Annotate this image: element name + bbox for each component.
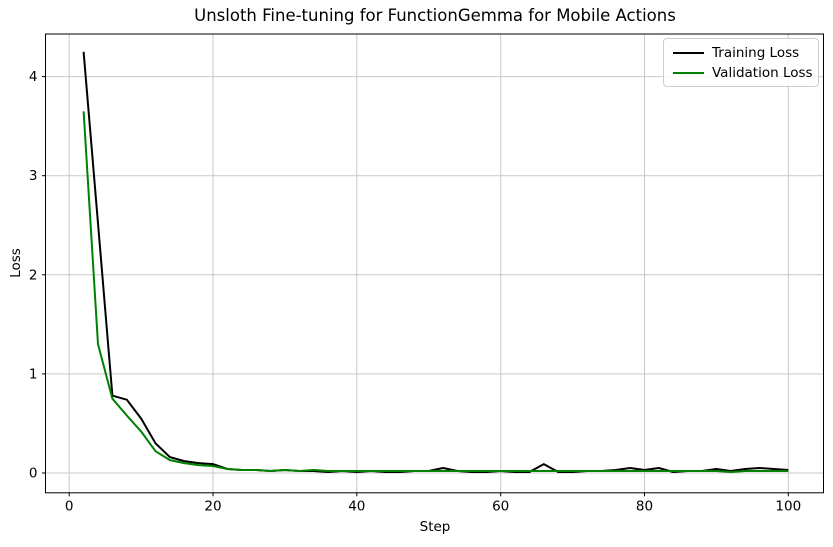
- training-loss-line: [82, 51, 789, 473]
- x-tick-label: 0: [65, 498, 74, 514]
- x-tick-label: 80: [636, 498, 653, 514]
- legend-item: Training Loss: [673, 44, 810, 61]
- training-loss-legend-line: [673, 51, 704, 54]
- y-tick-label: 4: [29, 69, 38, 85]
- validation-loss-legend-line: [673, 71, 704, 74]
- legend-label-training: Training Loss: [712, 44, 800, 61]
- y-axis-label: Loss: [8, 248, 24, 278]
- y-tick-label: 3: [29, 168, 38, 184]
- validation-loss-line: [82, 111, 789, 473]
- axes-spines: [45, 33, 824, 494]
- x-tick-label: 60: [492, 498, 509, 514]
- x-tick-label: 40: [348, 498, 365, 514]
- chart-title: Unsloth Fine-tuning for FunctionGemma fo…: [194, 6, 676, 25]
- y-tick-label: 1: [29, 366, 38, 382]
- x-axis-label: Step: [419, 519, 451, 535]
- x-tick-label: 20: [204, 498, 221, 514]
- legend-item: Validation Loss: [673, 64, 813, 81]
- y-tick-label: 2: [29, 267, 38, 283]
- x-tick-label: 100: [775, 498, 801, 514]
- y-tick-label: 0: [29, 466, 38, 482]
- legend: Training Loss Validation Loss: [663, 38, 819, 87]
- legend-label-validation: Validation Loss: [712, 64, 813, 81]
